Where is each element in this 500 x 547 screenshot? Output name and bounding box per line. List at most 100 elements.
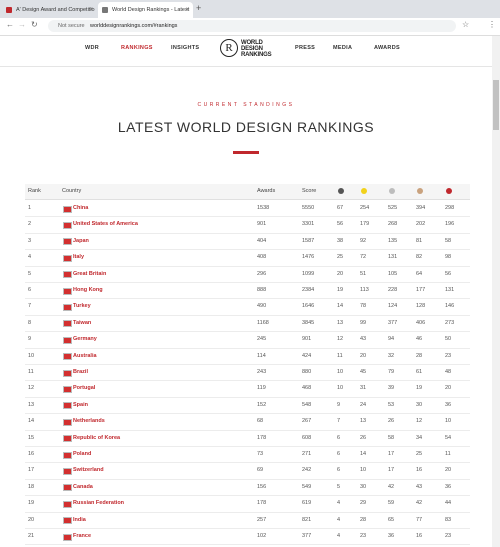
- medal-count: 67: [337, 205, 344, 211]
- medal-count: 53: [388, 401, 395, 408]
- country-link[interactable]: Germany: [73, 336, 97, 343]
- medal-count: 59: [388, 500, 395, 507]
- medal-count: 94: [388, 336, 395, 343]
- nav-link[interactable]: PRESS: [295, 45, 316, 51]
- country-link[interactable]: United States of America: [73, 221, 138, 228]
- medal-count: 13: [337, 319, 344, 326]
- nav-link[interactable]: INSIGHTS: [171, 45, 200, 51]
- table-row: 11 Brazil 243 880 10 45 79 61 48: [25, 364, 470, 382]
- scrollbar[interactable]: [492, 36, 500, 547]
- country-link[interactable]: Taiwan: [73, 319, 92, 326]
- table-row: 8 Taiwan 1168 3845 13 99 377 406 273: [25, 315, 470, 333]
- flag: [63, 369, 72, 377]
- new-tab[interactable]: +: [196, 3, 202, 13]
- flag: [63, 303, 72, 311]
- table-row: 4 Italy 408 1476 25 72 131 82 98: [25, 249, 470, 267]
- medal-count: 36: [388, 533, 395, 539]
- medal-count: 17: [388, 451, 395, 457]
- accent-bar: [233, 151, 259, 154]
- flag: [63, 205, 72, 213]
- nav-link[interactable]: WDR: [85, 45, 100, 51]
- nav-link[interactable]: RANKINGS: [121, 45, 153, 51]
- logo-text: RANKINGS: [241, 52, 272, 58]
- bookmark[interactable]: ☆: [462, 20, 470, 29]
- flag: [63, 435, 72, 443]
- medal-count: 13: [360, 418, 367, 425]
- cell: 1476: [302, 254, 315, 261]
- country-link[interactable]: China: [73, 205, 89, 211]
- cell: 243: [257, 369, 267, 375]
- flag: [63, 517, 72, 525]
- cell: 490: [257, 303, 267, 310]
- forward[interactable]: →: [18, 20, 26, 29]
- country-link[interactable]: Portugal: [73, 385, 96, 392]
- medal-count: 51: [360, 270, 367, 277]
- medal-count: 6: [337, 434, 341, 441]
- country-link[interactable]: Hong Kong: [73, 287, 103, 293]
- country-link[interactable]: Netherlands: [73, 418, 105, 425]
- eyebrow: CURRENT STANDINGS: [197, 102, 295, 108]
- nav-link[interactable]: AWARDS: [374, 45, 400, 51]
- medal-count: 228: [388, 287, 398, 293]
- cell: 3301: [302, 221, 315, 228]
- flag: [63, 221, 72, 229]
- nav-link[interactable]: MEDIA: [333, 45, 353, 51]
- cell: 20: [28, 516, 35, 523]
- country-link[interactable]: Poland: [73, 451, 92, 457]
- medal-count: 268: [388, 221, 398, 228]
- tab[interactable]: A' Design Award and Competitio ×: [2, 2, 97, 18]
- address-bar[interactable]: Not secure worlddesignrankings.com/#rank…: [48, 20, 456, 32]
- medal-count: 14: [360, 451, 367, 457]
- country-link[interactable]: Canada: [73, 483, 93, 490]
- cell: 821: [302, 516, 312, 523]
- country-link[interactable]: Australia: [73, 352, 97, 359]
- table-row: 9 Germany 245 901 12 43 94 46 50: [25, 331, 470, 349]
- back[interactable]: ←: [6, 20, 14, 29]
- country-link[interactable]: Japan: [73, 237, 89, 244]
- country-link[interactable]: Russian Federation: [73, 500, 125, 507]
- medal-count: 23: [360, 533, 367, 539]
- medal-count: 83: [445, 516, 452, 523]
- cell: 888: [257, 287, 267, 293]
- medal-count: 26: [388, 418, 395, 425]
- country-link[interactable]: India: [73, 516, 86, 523]
- menu[interactable]: ⋮: [488, 20, 496, 29]
- medal-count: 58: [388, 434, 395, 441]
- medal-count: 81: [416, 237, 423, 244]
- country-link[interactable]: Brazil: [73, 369, 88, 375]
- medal-count: 25: [337, 254, 344, 261]
- medal-count: 28: [416, 352, 423, 359]
- reload[interactable]: ↻: [31, 20, 38, 29]
- medal-count: 11: [445, 451, 451, 457]
- table-row: 16 Poland 73 271 6 14 17 25 11: [25, 446, 470, 464]
- country-link[interactable]: Spain: [73, 401, 88, 408]
- flag: [63, 271, 72, 279]
- medal-icon: [361, 188, 367, 194]
- cell: 5: [28, 270, 32, 277]
- country-link[interactable]: France: [73, 533, 92, 539]
- header-cell: Awards: [257, 188, 276, 194]
- logo-mark[interactable]: R: [220, 39, 238, 57]
- flag: [63, 287, 72, 295]
- country-link[interactable]: Republic of Korea: [73, 434, 121, 441]
- country-link[interactable]: Italy: [73, 254, 85, 261]
- cell: 257: [257, 516, 267, 523]
- medal-count: 39: [388, 385, 395, 392]
- medal-count: 10: [360, 467, 367, 474]
- cell: 1: [28, 205, 32, 211]
- country-link[interactable]: Switzerland: [73, 467, 104, 474]
- tab[interactable]: World Design Rankings - Latest ×: [98, 2, 193, 18]
- scroll-thumb[interactable]: [493, 80, 499, 130]
- flag: [63, 320, 72, 328]
- table-row: 17 Switzerland 69 242 6 10 17 16 20: [25, 462, 470, 480]
- country-link[interactable]: Turkey: [73, 303, 91, 310]
- cell: 68: [257, 418, 264, 425]
- medal-count: 16: [416, 467, 423, 474]
- cell: 619: [302, 500, 312, 507]
- cell: 468: [302, 385, 312, 392]
- country-link[interactable]: Great Britain: [73, 270, 107, 277]
- logo-text: WORLD: [241, 40, 263, 46]
- cell: 1646: [302, 303, 315, 310]
- medal-count: 10: [445, 418, 452, 425]
- medal-count: 177: [416, 287, 426, 293]
